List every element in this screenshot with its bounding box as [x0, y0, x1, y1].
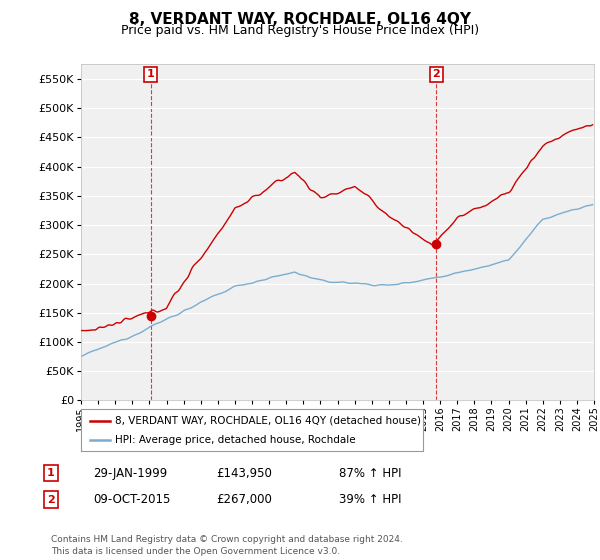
Text: 8, VERDANT WAY, ROCHDALE, OL16 4QY (detached house): 8, VERDANT WAY, ROCHDALE, OL16 4QY (deta…	[115, 416, 421, 426]
Text: 2: 2	[47, 494, 55, 505]
Text: 1: 1	[147, 69, 155, 80]
Text: £143,950: £143,950	[216, 466, 272, 480]
Text: 39% ↑ HPI: 39% ↑ HPI	[339, 493, 401, 506]
Text: Contains HM Land Registry data © Crown copyright and database right 2024.
This d: Contains HM Land Registry data © Crown c…	[51, 535, 403, 556]
Text: 1: 1	[47, 468, 55, 478]
Text: £267,000: £267,000	[216, 493, 272, 506]
Text: 29-JAN-1999: 29-JAN-1999	[93, 466, 167, 480]
Text: HPI: Average price, detached house, Rochdale: HPI: Average price, detached house, Roch…	[115, 435, 356, 445]
Text: 2: 2	[432, 69, 440, 80]
Text: Price paid vs. HM Land Registry's House Price Index (HPI): Price paid vs. HM Land Registry's House …	[121, 24, 479, 37]
Text: 8, VERDANT WAY, ROCHDALE, OL16 4QY: 8, VERDANT WAY, ROCHDALE, OL16 4QY	[129, 12, 471, 27]
Text: 87% ↑ HPI: 87% ↑ HPI	[339, 466, 401, 480]
Text: 09-OCT-2015: 09-OCT-2015	[93, 493, 170, 506]
